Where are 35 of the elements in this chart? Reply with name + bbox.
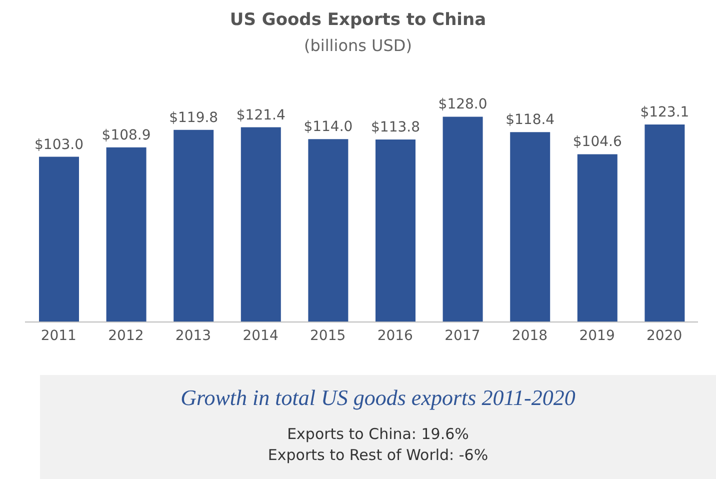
- x-tick-label: 2017: [444, 328, 480, 344]
- bar: [39, 156, 79, 322]
- text: Exports to China: 19.6%: [286, 425, 470, 443]
- data-label: $108.9: [102, 127, 151, 144]
- data-label: $103.0: [34, 136, 84, 153]
- data-label: $121.4: [236, 107, 286, 124]
- bar: [577, 154, 618, 322]
- chart-subtitle: (billions USD): [303, 36, 413, 55]
- x-tick-label: 2014: [242, 328, 278, 344]
- chart-title: US Goods Exports to China: [228, 10, 488, 30]
- data-label: $119.8: [169, 110, 218, 126]
- text: Growth in total US goods exports 2011-2020: [180, 385, 576, 411]
- text: Exports to Rest of World: -6%: [266, 446, 490, 464]
- data-label: $128.0: [438, 96, 488, 113]
- data-label: $123.1: [640, 104, 690, 121]
- x-tick-label: 2013: [175, 328, 212, 344]
- bar: [442, 116, 483, 322]
- x-tick-label: 2019: [579, 328, 615, 344]
- bar: [106, 147, 146, 322]
- x-tick-label: 2015: [310, 328, 346, 344]
- x-tick-label: 2011: [40, 328, 76, 344]
- bar: [308, 139, 348, 322]
- bar: [644, 124, 685, 322]
- bar: [240, 127, 281, 322]
- data-label: $114.0: [304, 119, 353, 136]
- bar: [174, 130, 214, 322]
- data-label: $113.8: [371, 119, 420, 136]
- bar: [510, 132, 550, 322]
- x-tick-label: 2018: [512, 328, 548, 344]
- bar: [376, 139, 416, 322]
- x-tick-label: 2020: [646, 328, 682, 344]
- data-label: $118.4: [506, 112, 555, 128]
- x-tick-label: 2016: [377, 328, 414, 344]
- data-label: $104.6: [572, 134, 622, 150]
- x-tick-label: 2012: [108, 328, 144, 344]
